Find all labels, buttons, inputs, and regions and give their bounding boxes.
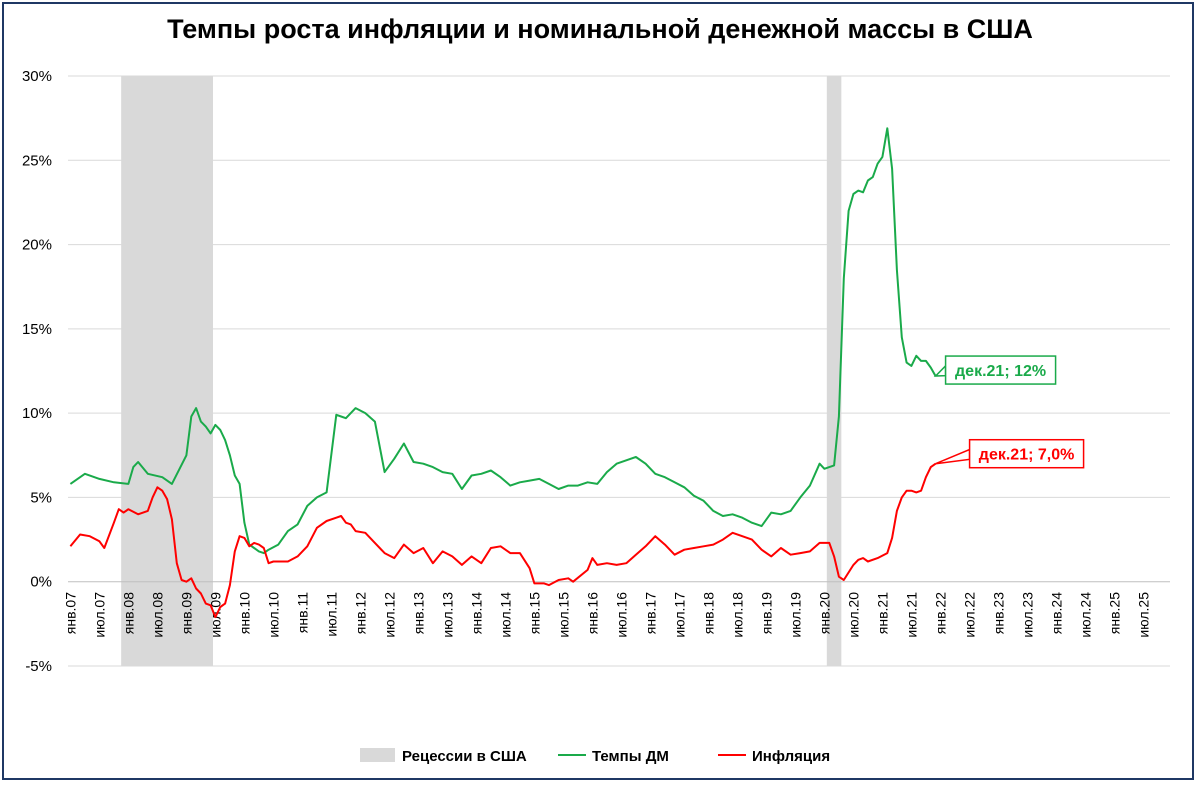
x-tick-label: июл.15 bbox=[555, 592, 571, 638]
recession-band-2 bbox=[826, 76, 842, 666]
x-tick-label: янв.07 bbox=[62, 592, 78, 634]
x-tick-label: июл.19 bbox=[787, 592, 803, 638]
y-tick-label: 0% bbox=[30, 574, 52, 591]
chart-title: Темпы роста инфляции и номинальной денеж… bbox=[167, 14, 1033, 44]
x-tick-label: июл.22 bbox=[961, 592, 977, 638]
x-tick-label: июл.16 bbox=[613, 592, 629, 638]
series-line-money-supply bbox=[69, 127, 937, 555]
y-tick-label: 20% bbox=[22, 237, 52, 254]
y-tick-label: 10% bbox=[22, 405, 52, 422]
x-tick-label: июл.18 bbox=[729, 592, 745, 638]
x-tick-label: июл.14 bbox=[497, 592, 513, 638]
x-tick-label: июл.23 bbox=[1019, 592, 1035, 638]
y-tick-label: 30% bbox=[22, 68, 52, 85]
recession-band-1 bbox=[121, 76, 213, 666]
x-tick-label: янв.08 bbox=[120, 592, 136, 634]
legend-label: Рецессии в США bbox=[402, 748, 527, 765]
x-tick-label: июл.07 bbox=[91, 592, 107, 638]
x-tick-label: янв.12 bbox=[352, 592, 368, 634]
x-tick-label: июл.13 bbox=[439, 592, 455, 638]
x-tick-label: июл.25 bbox=[1135, 592, 1151, 638]
annotation-box bbox=[944, 355, 1057, 385]
x-tick-label: июл.10 bbox=[265, 592, 281, 638]
annotation-pointer bbox=[935, 448, 971, 465]
annotation-pointer bbox=[933, 364, 947, 377]
legend-label: Темпы ДМ bbox=[592, 748, 669, 765]
x-tick-label: янв.15 bbox=[526, 592, 542, 634]
x-tick-label: июл.17 bbox=[671, 592, 687, 638]
y-tick-label: 25% bbox=[22, 152, 52, 169]
annotation-box bbox=[968, 438, 1085, 469]
x-tick-label: июл.08 bbox=[149, 592, 165, 638]
x-tick-label: янв.22 bbox=[932, 592, 948, 634]
x-tick-label: июл.12 bbox=[381, 592, 397, 638]
x-tick-label: янв.23 bbox=[990, 592, 1006, 634]
x-tick-label: июл.21 bbox=[903, 592, 919, 638]
x-tick-label: янв.21 bbox=[874, 592, 890, 634]
x-tick-label: июл.11 bbox=[323, 592, 339, 637]
x-tick-label: янв.14 bbox=[468, 592, 484, 634]
annotation-label: дек.21; 12% bbox=[955, 363, 1046, 380]
y-tick-label: 5% bbox=[30, 489, 52, 506]
x-tick-label: янв.25 bbox=[1106, 592, 1122, 634]
x-tick-label: янв.11 bbox=[294, 592, 310, 633]
legend-label: Инфляция bbox=[752, 748, 830, 765]
y-tick-label: -5% bbox=[25, 658, 52, 675]
x-tick-label: янв.24 bbox=[1048, 592, 1064, 634]
x-tick-label: июл.20 bbox=[845, 592, 861, 638]
annotation-label: дек.21; 7,0% bbox=[979, 447, 1075, 464]
legend-swatch-recession bbox=[360, 748, 395, 762]
x-tick-label: янв.16 bbox=[584, 592, 600, 634]
x-tick-label: июл.24 bbox=[1077, 592, 1093, 638]
x-tick-label: янв.13 bbox=[410, 592, 426, 634]
x-tick-label: янв.20 bbox=[816, 592, 832, 634]
x-tick-label: янв.09 bbox=[178, 592, 194, 634]
x-tick-label: янв.17 bbox=[642, 592, 658, 634]
series-line-inflation bbox=[69, 462, 937, 619]
y-tick-label: 15% bbox=[22, 321, 52, 338]
x-tick-label: янв.18 bbox=[700, 592, 716, 634]
x-tick-label: янв.10 bbox=[236, 592, 252, 634]
x-tick-label: янв.19 bbox=[758, 592, 774, 634]
